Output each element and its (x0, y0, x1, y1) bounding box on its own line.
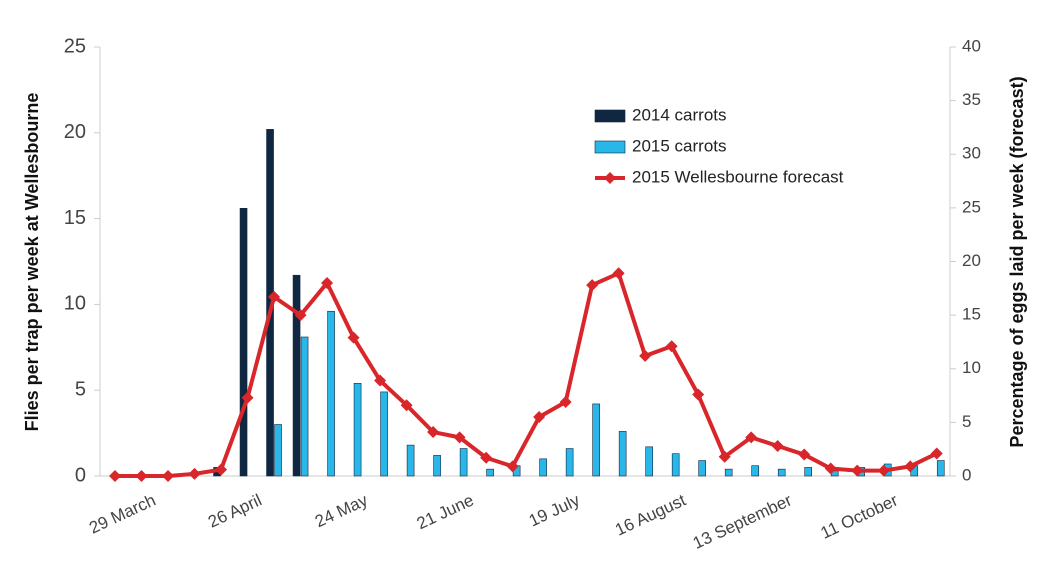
marker (665, 340, 678, 353)
marker (135, 470, 148, 482)
y-tick-label: 10 (64, 293, 86, 315)
y-axis-label: Flies per trap per week at Wellesbourne (22, 93, 42, 432)
marker (586, 279, 599, 292)
marker (321, 276, 334, 289)
marker (400, 399, 413, 412)
marker (824, 462, 837, 475)
x-tick-label: 21 June (414, 490, 477, 533)
bar (327, 310, 335, 477)
x-tick-label: 19 July (526, 490, 583, 530)
bar (592, 403, 600, 477)
x-tick-label: 11 October (818, 490, 901, 542)
x-tick-label: 26 April (205, 490, 264, 531)
marker (427, 426, 440, 439)
bar (406, 444, 415, 477)
legend-label: 2015 Wellesbourne forecast (632, 167, 844, 186)
bar (777, 468, 786, 477)
y2-tick-label: 20 (962, 251, 981, 270)
marker (612, 267, 625, 280)
y2-tick-label: 10 (962, 358, 981, 377)
bar (751, 465, 759, 477)
bar (645, 446, 653, 477)
marker (480, 451, 493, 464)
y-tick-label: 0 (75, 464, 86, 486)
y2-tick-label: 25 (962, 197, 981, 216)
x-tick-label: 29 March (86, 490, 158, 537)
marker (930, 447, 943, 460)
bar (539, 458, 547, 477)
marker (453, 431, 466, 444)
marker (533, 411, 546, 424)
y2-axis-label: Percentage of eggs laid per week (foreca… (1007, 76, 1027, 447)
x-tick-label: 16 August (612, 490, 689, 539)
bar (565, 448, 574, 477)
marker (559, 395, 572, 408)
line (115, 271, 938, 478)
bar (292, 274, 301, 477)
marker (215, 463, 228, 476)
y2-tick-label: 30 (962, 144, 981, 163)
marker (877, 464, 890, 477)
legend-label: 2015 carrots (632, 136, 727, 155)
bar (300, 336, 309, 477)
bar (936, 460, 945, 477)
marker (188, 467, 201, 480)
marker (798, 448, 811, 461)
y2-tick-label: 5 (962, 412, 971, 431)
bar (274, 424, 282, 477)
y2-tick-label: 0 (962, 465, 971, 484)
bar (459, 448, 468, 477)
bar (433, 455, 441, 477)
bar (353, 383, 362, 477)
marker (718, 450, 731, 463)
y-tick-label: 25 (64, 35, 86, 57)
marker (692, 388, 705, 401)
y2-tick-label: 40 (962, 36, 981, 55)
marker (745, 431, 758, 444)
marker (506, 460, 519, 473)
legend-label: 2014 carrots (632, 105, 727, 124)
marker (771, 439, 784, 452)
marker (109, 470, 122, 482)
marker (268, 290, 281, 303)
marker (162, 470, 175, 482)
bar (724, 468, 733, 477)
bar (618, 431, 627, 477)
marker (241, 391, 254, 404)
marker (294, 309, 307, 322)
y2-tick-label: 35 (962, 90, 981, 109)
y-tick-label: 5 (75, 378, 86, 400)
y2-tick-label: 15 (962, 305, 981, 324)
bar (486, 468, 494, 477)
legend-swatch (594, 109, 626, 123)
y-tick-label: 20 (64, 121, 86, 143)
y-tick-label: 15 (64, 207, 86, 229)
bar (671, 453, 680, 477)
marker (347, 331, 360, 344)
bar (380, 391, 388, 477)
bar (804, 467, 813, 477)
legend-swatch (594, 140, 626, 154)
marker (374, 374, 387, 387)
bar (698, 460, 706, 477)
marker (904, 460, 917, 473)
bar (239, 208, 248, 477)
legend-swatch (604, 172, 616, 184)
marker (851, 464, 864, 477)
x-tick-label: 24 May (312, 490, 371, 531)
marker (639, 349, 652, 362)
x-tick-label: 13 September (690, 490, 795, 552)
